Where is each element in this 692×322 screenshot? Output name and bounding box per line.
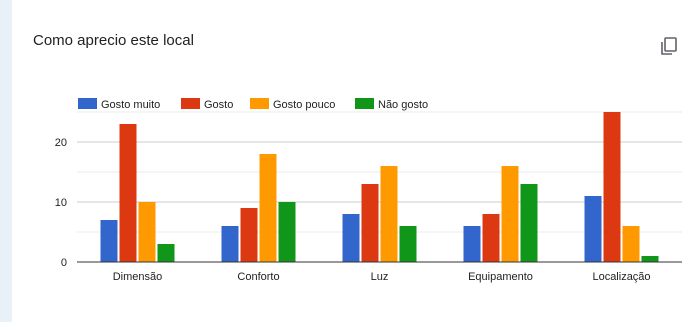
bar-0-0[interactable] [100, 220, 118, 262]
legend-label[interactable]: Gosto pouco [273, 99, 335, 111]
legend-swatch [355, 98, 374, 109]
bar-3-1[interactable] [278, 202, 296, 262]
legend-swatch [181, 98, 200, 109]
legend-label[interactable]: Não gosto [378, 99, 428, 111]
legend-swatch [78, 98, 97, 109]
bar-1-0[interactable] [119, 124, 137, 262]
bar-0-3[interactable] [463, 226, 481, 262]
legend-label[interactable]: Gosto [204, 99, 233, 111]
y-tick-label: 20 [55, 137, 67, 149]
chart-card: Como aprecio este local 0 10 20 Dimensão Con… [12, 0, 692, 322]
bar-2-1[interactable] [259, 154, 277, 262]
bar-2-2[interactable] [380, 166, 398, 262]
left-accent-bar [0, 0, 12, 322]
bar-2-3[interactable] [501, 166, 519, 262]
bar-3-4[interactable] [641, 256, 659, 262]
bar-1-2[interactable] [361, 184, 379, 262]
y-tick-label: 0 [61, 257, 67, 269]
bar-3-3[interactable] [520, 184, 538, 262]
bar-1-3[interactable] [482, 214, 500, 262]
bar-0-4[interactable] [584, 196, 602, 262]
bar-2-0[interactable] [138, 202, 156, 262]
axis: 0 10 20 Dimensão Conforto Luz Equipamento Local… [55, 137, 682, 283]
bar-2-4[interactable] [622, 226, 640, 262]
card-title: Como aprecio este local [33, 32, 194, 49]
grid-lines [77, 111, 682, 233]
bar-3-0[interactable] [157, 244, 175, 262]
y-tick-label: 10 [55, 197, 67, 209]
legend-swatch [250, 98, 269, 109]
bar-0-2[interactable] [342, 214, 360, 262]
x-category-label: Dimensão [113, 271, 163, 283]
x-category-label: Equipamento [468, 271, 533, 283]
bar-1-4[interactable] [603, 112, 621, 262]
bars [100, 112, 659, 262]
bar-3-2[interactable] [399, 226, 417, 262]
bar-0-1[interactable] [221, 226, 239, 262]
x-category-label: Conforto [237, 271, 279, 283]
bar-1-1[interactable] [240, 208, 258, 262]
copy-icon[interactable] [659, 36, 679, 56]
x-category-label: Localização [592, 271, 650, 283]
legend: Gosto muito Gosto Gosto pouco Não gosto [78, 98, 428, 111]
bar-chart: 0 10 20 Dimensão Conforto Luz Equipamento Local… [55, 98, 682, 283]
x-category-label: Luz [371, 271, 389, 283]
legend-label[interactable]: Gosto muito [101, 99, 160, 111]
